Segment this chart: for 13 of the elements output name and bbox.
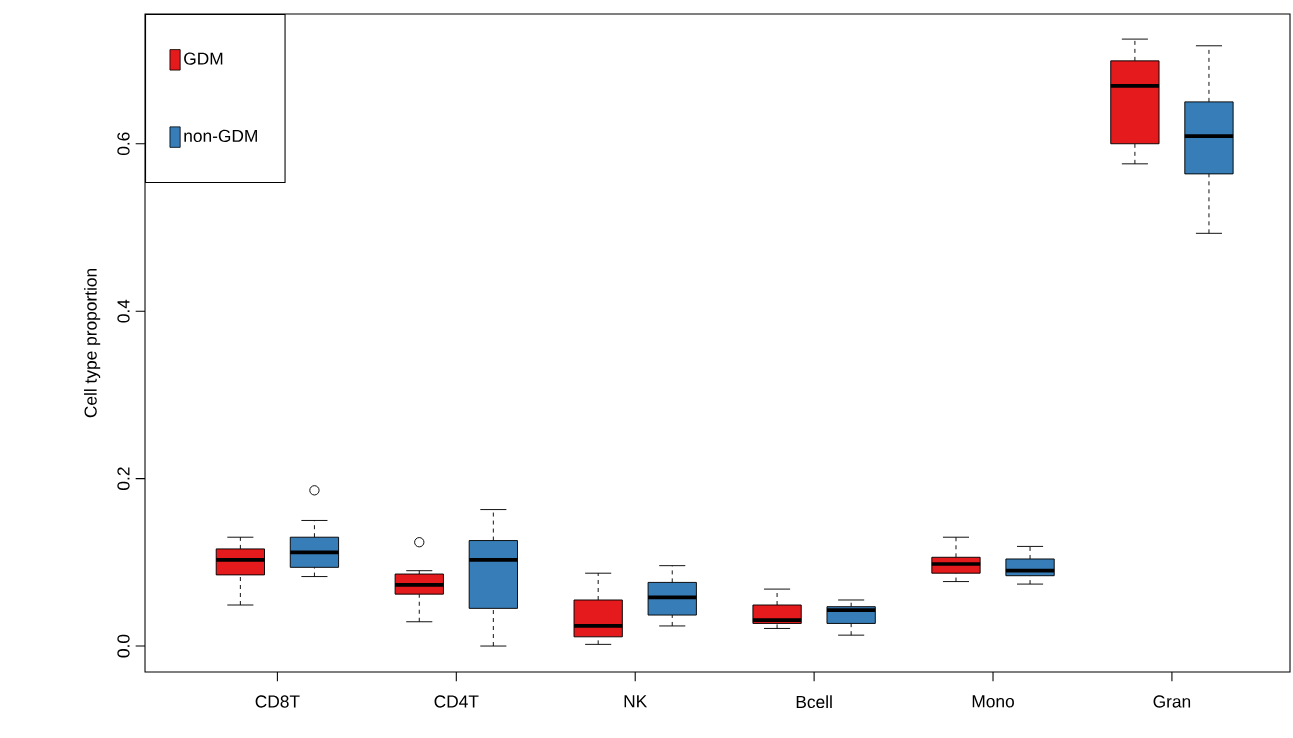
y-tick-label: 0.0 [117,634,130,658]
y-axis-title: Cell type proportion [84,269,101,418]
x-tick-label: Mono [972,695,1014,708]
y-tick-label: 0.4 [117,299,130,323]
x-tick-label: Bcell [796,695,832,709]
x-tick-label: NK [624,695,648,708]
y-tick-label: 0.6 [117,132,130,156]
legend-label: GDM [184,52,223,65]
legend-label: non-GDM [184,129,257,143]
y-tick-label: 0.2 [117,467,130,490]
x-tick-label: CD4T [434,695,479,708]
x-tick-label: CD8T [255,695,300,708]
x-tick-label: Gran [1153,695,1191,708]
